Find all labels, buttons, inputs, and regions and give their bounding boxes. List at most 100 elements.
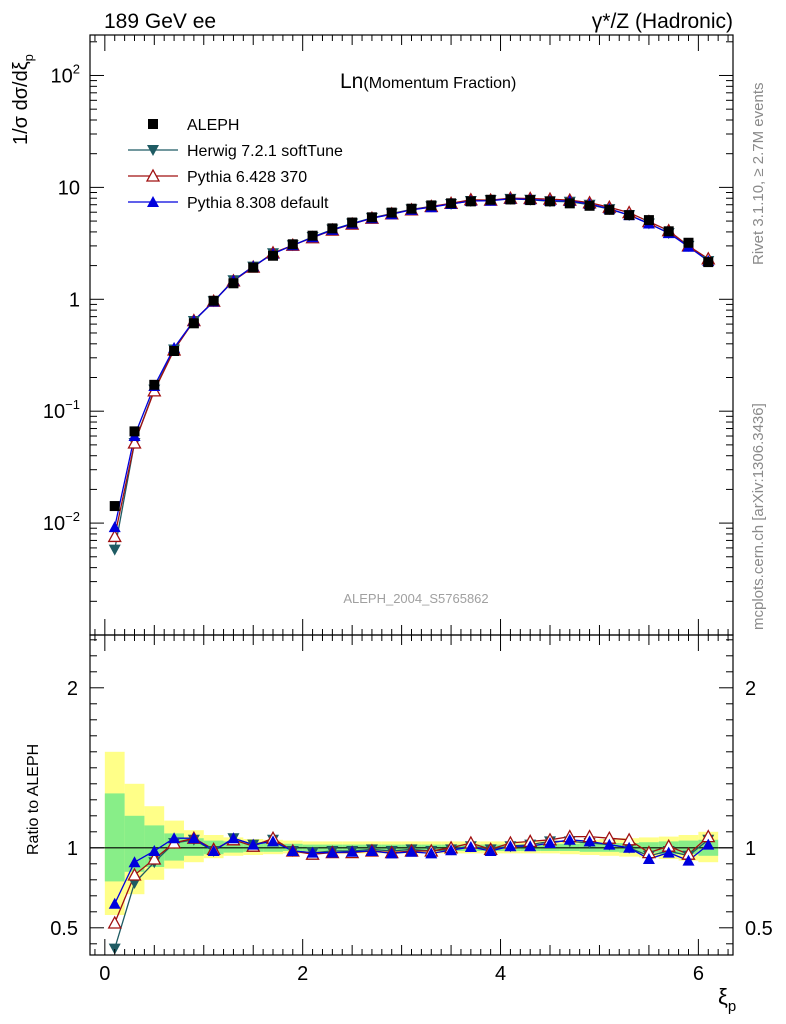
ratio-point: [107, 915, 122, 929]
upper-y-tick-label-exp: −1: [65, 397, 80, 412]
x-tick-label: 6: [693, 963, 704, 985]
rivet-version-label: Rivet 3.1.10, ≥ 2.7M events: [750, 83, 767, 266]
ratio-point: [623, 841, 636, 853]
inner-band: [124, 815, 145, 872]
legend-marker: [147, 145, 159, 156]
data-point: [109, 501, 120, 512]
ratio-point: [405, 845, 418, 857]
data-point: [169, 346, 180, 357]
x-axis-label-main: ξ: [718, 984, 728, 1009]
upper-y-tick-label: 10: [58, 177, 80, 199]
upper-y-tick-label: 10−2: [43, 509, 80, 535]
data-point: [643, 215, 654, 226]
ratio-point: [365, 845, 378, 856]
ratio-point: [702, 838, 715, 850]
lower-y-tick-label-right: 2: [745, 678, 756, 700]
legend: ALEPH Herwig 7.2.1 softTune Pythia 6.428 3…: [128, 117, 343, 212]
ratio-plot-frame: [89, 634, 734, 956]
upper-y-tick-label-base: 10: [43, 513, 65, 535]
data-point: [584, 200, 595, 211]
upper-y-axis-label-sub: p: [21, 54, 36, 61]
data-point: [386, 207, 397, 218]
ratio-point: [326, 846, 339, 858]
legend-label: Herwig 7.2.1 softTune: [187, 143, 343, 160]
data-point: [287, 239, 298, 250]
data-point: [188, 318, 199, 329]
main-plot-title-sub: (Momentum Fraction): [363, 75, 516, 92]
data-point: [446, 198, 457, 209]
series-line-2: [114, 197, 709, 537]
data-point: [485, 194, 496, 205]
series-line-1: [114, 198, 709, 550]
main-plot-series: [107, 190, 716, 556]
legend-marker: [145, 168, 161, 182]
data-point: [228, 278, 239, 289]
ratio-point: [227, 832, 240, 844]
ratio-point: [187, 832, 200, 844]
data-point: [149, 379, 160, 390]
mcplots-reference-label: mcplots.cern.ch [arXiv:1306.3436]: [750, 403, 767, 630]
ratio-plot-ticks: 0.5 0.5 1 1 2 2 0 2 4 6: [50, 635, 773, 985]
lower-y-axis-label: Ratio to ALEPH: [25, 744, 42, 855]
x-axis-label-sub: p: [728, 998, 736, 1015]
ratio-plot-panel: 0.5 0.5 1 1 2 2 0 2 4 6 Ratio to ALEPH ξp: [25, 634, 773, 1015]
data-point: [307, 230, 318, 241]
ratio-uncertainty-bands: [90, 751, 733, 915]
upper-y-axis-label: 1/σ dσ/dξp: [10, 54, 36, 145]
ratio-point: [147, 851, 162, 865]
series-line-3: [114, 198, 709, 528]
lower-y-tick-label-right: 0.5: [745, 918, 773, 940]
data-point: [347, 217, 358, 228]
ratio-point: [306, 846, 319, 858]
legend-label: Pythia 6.428 370: [187, 169, 307, 186]
ratio-point: [168, 832, 181, 844]
lower-y-tick-label-left: 0.5: [50, 918, 78, 940]
legend-label: ALEPH: [187, 117, 239, 134]
process-label: γ*/Z (Hadronic): [592, 10, 733, 33]
data-point: [127, 435, 142, 449]
legend-marker: [148, 119, 158, 129]
upper-y-tick-label: 10−1: [43, 397, 80, 423]
lower-y-tick-label-right: 1: [745, 838, 756, 860]
ratio-point: [425, 847, 438, 859]
data-point: [208, 295, 219, 306]
data-point: [327, 223, 338, 234]
legend-marker: [147, 196, 159, 207]
data-point: [426, 200, 437, 211]
ratio-point: [346, 845, 359, 857]
inner-band: [223, 841, 244, 853]
ratio-point: [603, 838, 616, 850]
data-point: [108, 544, 121, 556]
ratio-point: [682, 854, 695, 866]
ratio-point: [286, 845, 299, 856]
data-point: [544, 196, 555, 207]
main-plot-title: Ln(Momentum Fraction): [340, 70, 516, 93]
data-point: [107, 529, 122, 543]
data-point: [108, 521, 121, 533]
x-tick-label: 0: [99, 963, 110, 985]
inner-band: [104, 793, 125, 882]
upper-y-tick-label: 102: [51, 61, 80, 87]
ratio-point: [642, 853, 655, 864]
upper-y-tick-label: 1: [69, 289, 80, 311]
upper-y-tick-label-base: 10: [43, 401, 65, 423]
ratio-point: [524, 840, 537, 852]
data-point: [129, 426, 140, 437]
data-point: [406, 203, 417, 214]
upper-y-tick-label-exp: −2: [65, 509, 80, 524]
ratio-plot-series: [107, 829, 716, 955]
x-tick-label: 4: [495, 963, 506, 985]
ratio-point: [484, 845, 497, 856]
ratio-point: [464, 841, 477, 852]
ratio-point: [127, 867, 142, 881]
ratio-point: [543, 837, 556, 848]
data-point: [525, 195, 536, 206]
ratio-point: [563, 833, 576, 845]
data-point: [248, 262, 259, 273]
ratio-point: [207, 845, 220, 856]
x-axis-label: ξp: [718, 984, 736, 1015]
lower-y-tick-label-left: 2: [67, 678, 78, 700]
ratio-point: [128, 878, 141, 889]
data-point: [505, 194, 516, 205]
